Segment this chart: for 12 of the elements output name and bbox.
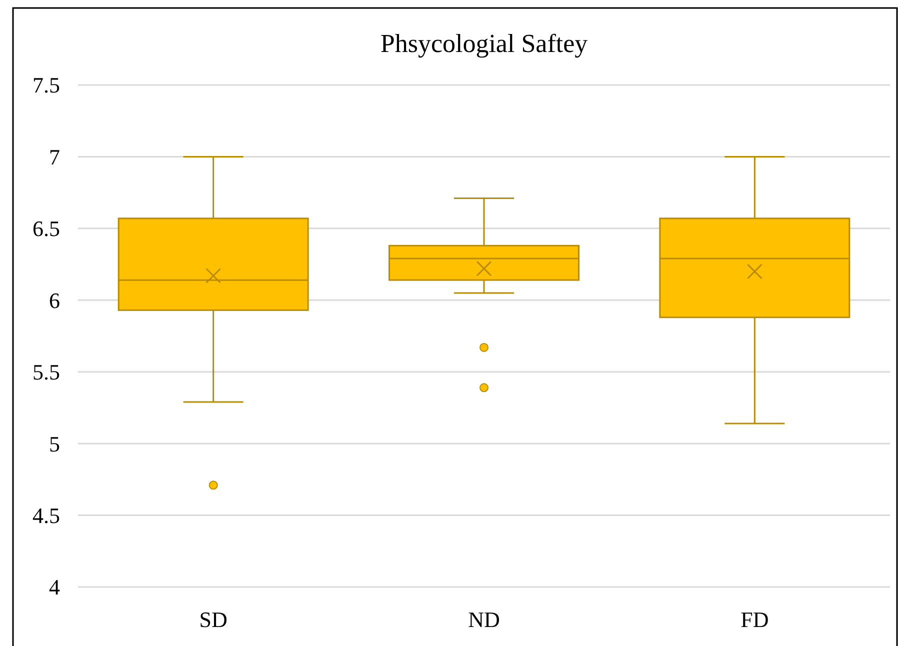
x-tick-label: ND: [468, 607, 500, 632]
y-tick-label: 6: [49, 288, 60, 313]
y-tick-label: 6.5: [32, 216, 60, 242]
y-tick-label: 4: [49, 574, 60, 600]
y-tick-label: 7: [49, 144, 60, 170]
x-tick-label: FD: [740, 607, 769, 632]
y-tick-label: 5: [49, 431, 60, 456]
y-tick-label: 4.5: [32, 502, 60, 528]
y-tick-label: 5.5: [32, 360, 60, 385]
chart-title: Phsycologial Saftey: [380, 29, 588, 58]
x-tick-label: SD: [199, 607, 228, 632]
y-tick-label: 7.5: [32, 72, 60, 98]
